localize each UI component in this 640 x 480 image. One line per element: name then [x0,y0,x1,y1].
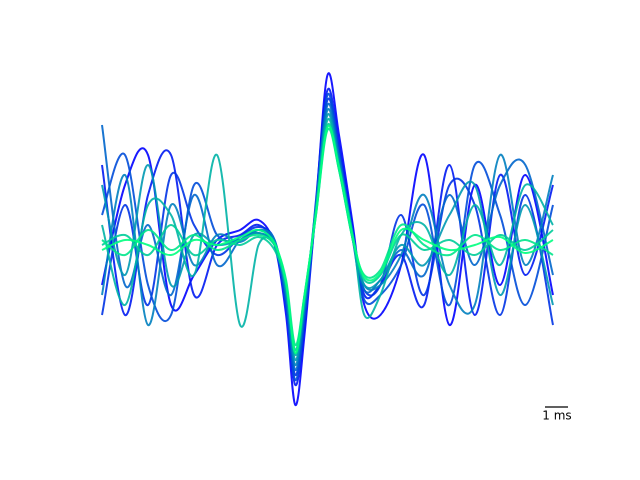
waveform [101,124,554,355]
scalebar-label: 1 ms [542,409,571,423]
